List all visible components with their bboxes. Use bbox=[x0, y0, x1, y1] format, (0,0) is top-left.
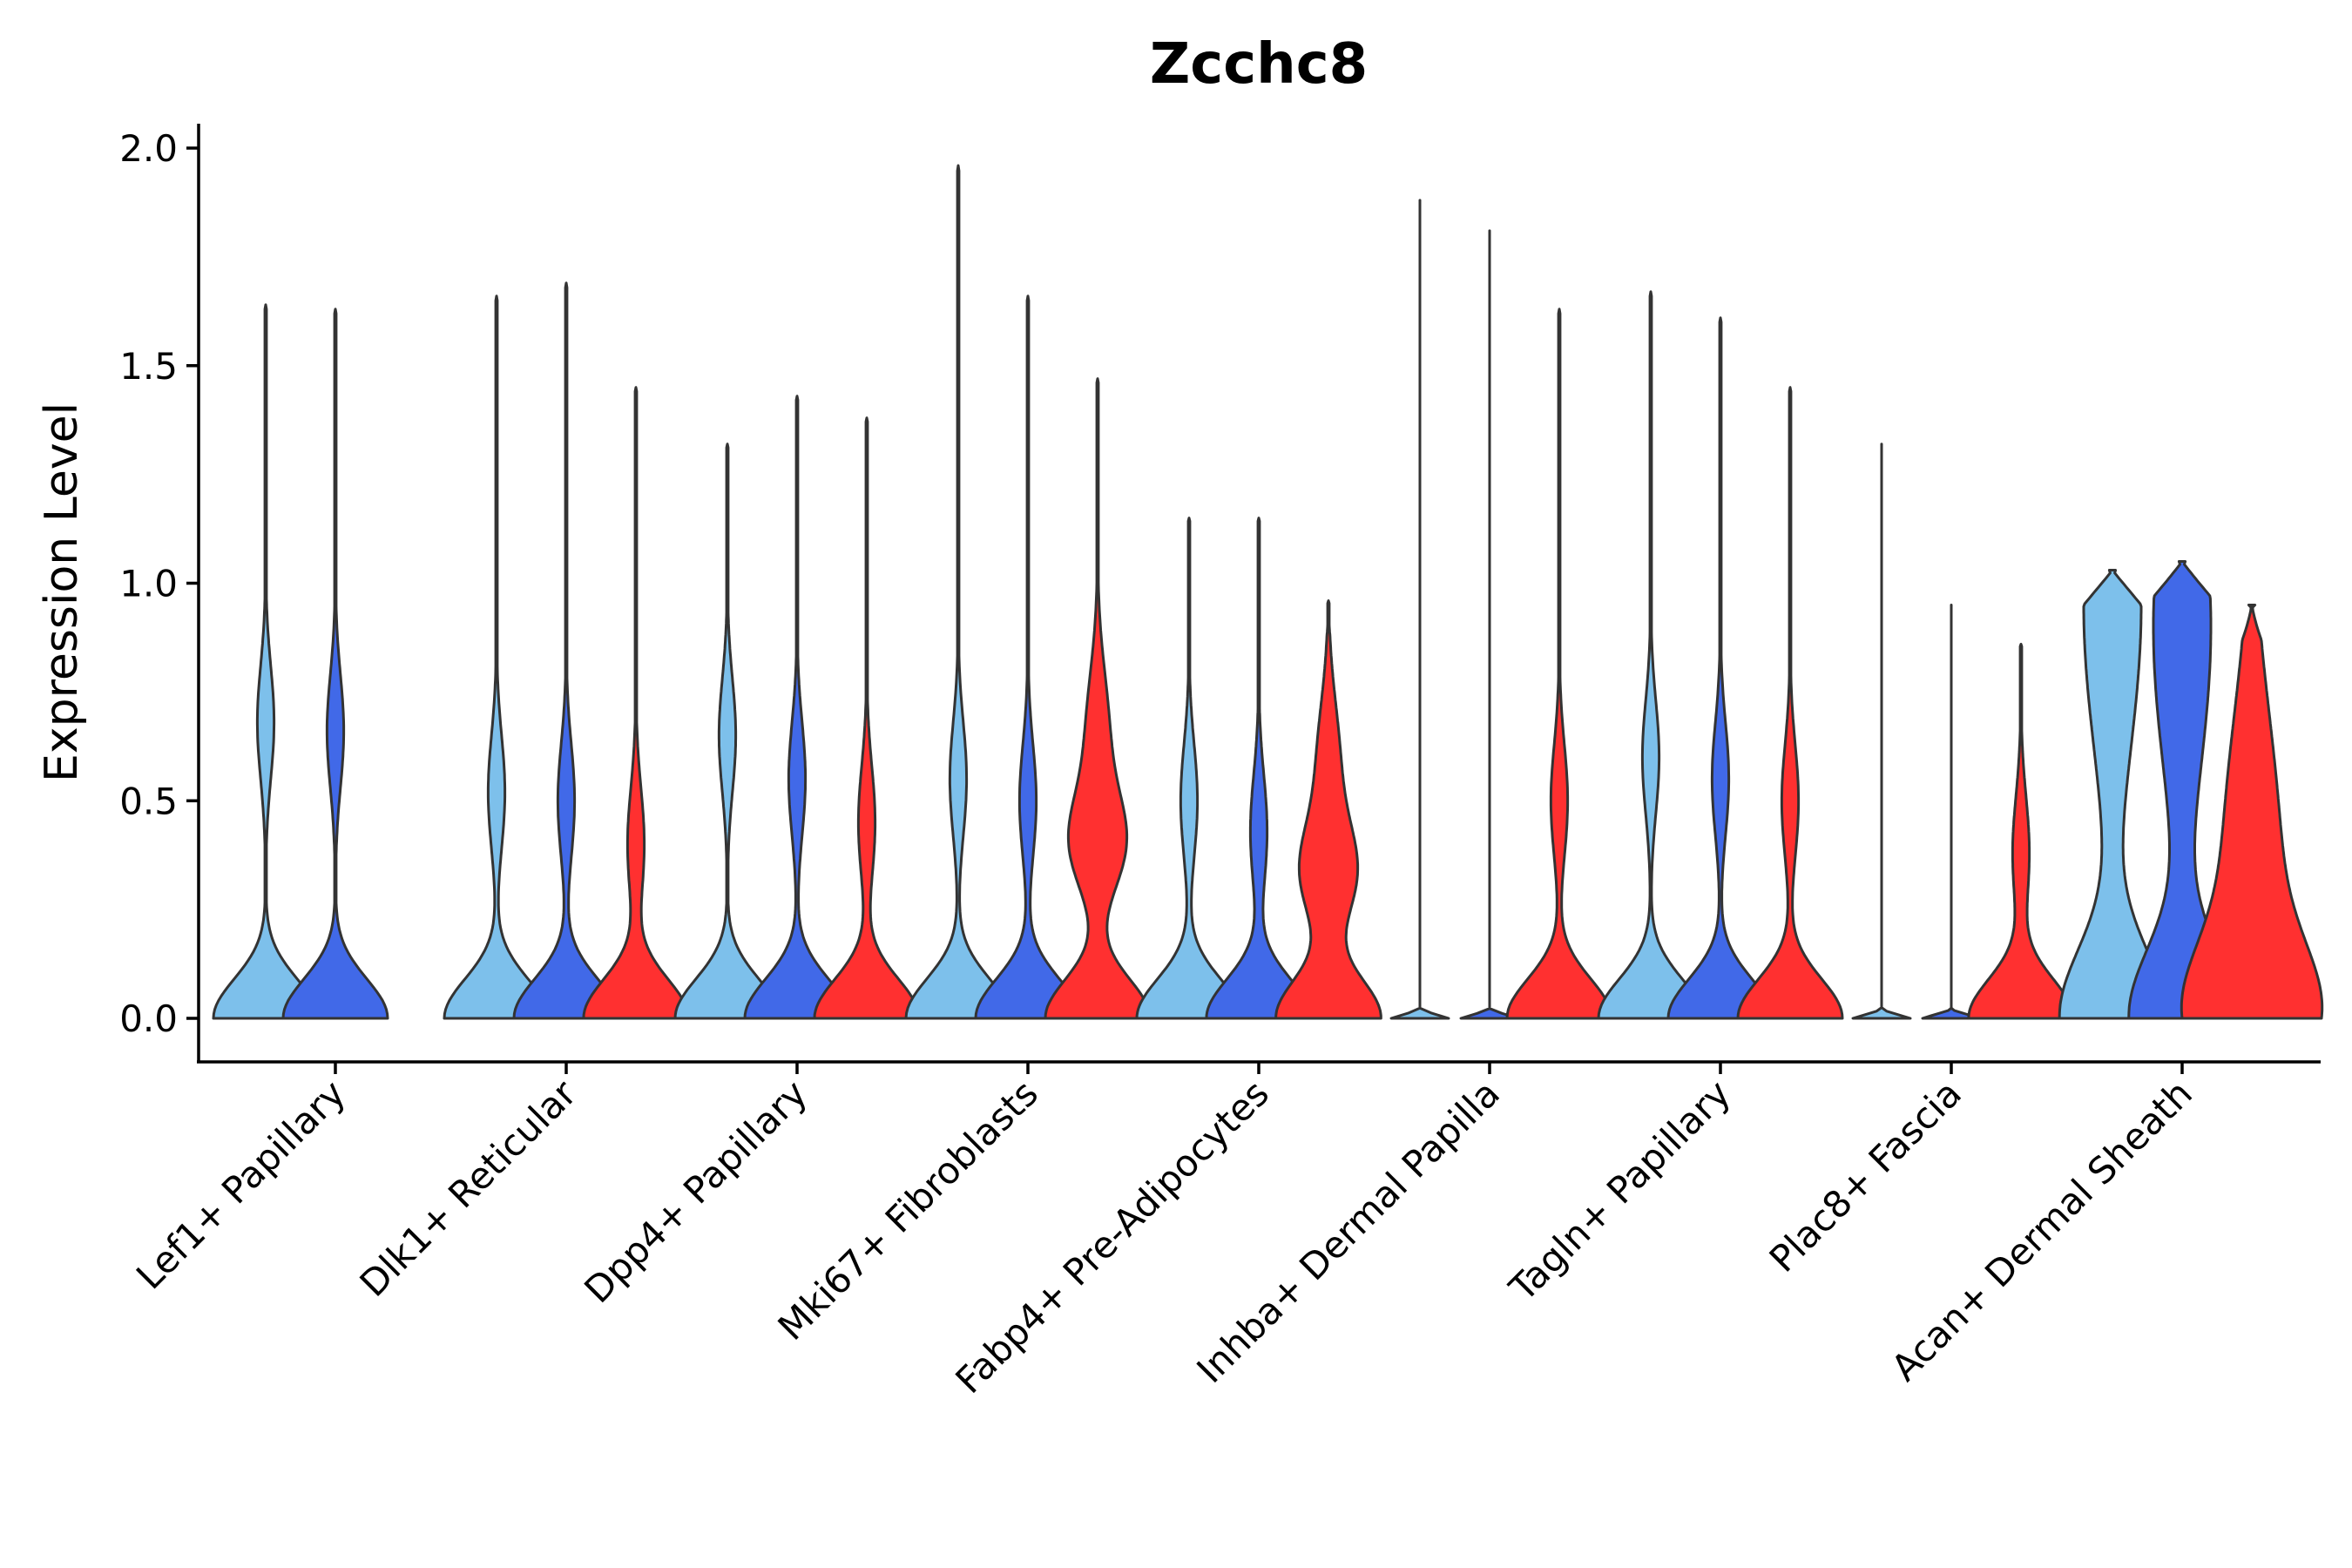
y-tick-label: 1.5 bbox=[119, 345, 178, 388]
violin-2 bbox=[1921, 604, 1982, 1020]
violin-1 bbox=[443, 294, 551, 1020]
violin-1 bbox=[1389, 199, 1450, 1020]
violin-3 bbox=[1044, 377, 1152, 1020]
violin-2 bbox=[512, 281, 620, 1020]
y-ticks: 0.0 0.5 1.0 1.5 2.0 bbox=[119, 127, 199, 1040]
violin-1 bbox=[1851, 443, 1912, 1020]
violin-1 bbox=[673, 443, 781, 1020]
violin-3 bbox=[1274, 599, 1382, 1020]
violin-2 bbox=[743, 395, 851, 1020]
violin-2 bbox=[1666, 316, 1774, 1020]
y-axis-label: Expression Level bbox=[36, 402, 88, 782]
violin-1 bbox=[1597, 290, 1705, 1020]
violin-3 bbox=[2180, 604, 2324, 1020]
violins bbox=[212, 164, 2324, 1020]
violin-2 bbox=[1205, 517, 1313, 1020]
x-tick-label: Dpp4+ Papillary bbox=[576, 1071, 815, 1311]
x-tick-label: Plac8+ Fascia bbox=[1761, 1071, 1970, 1280]
x-tick-label: Lef1+ Papillary bbox=[128, 1071, 354, 1297]
x-tick-label: Dlk1+ Reticular bbox=[352, 1071, 585, 1305]
violin-1 bbox=[2058, 569, 2167, 1020]
x-tick-label: Mki67+ Fibroblasts bbox=[770, 1071, 1046, 1348]
violin-3 bbox=[813, 416, 921, 1020]
y-tick-label: 0.0 bbox=[119, 997, 178, 1040]
violin-1 bbox=[904, 164, 1012, 1020]
violin-3 bbox=[1505, 308, 1613, 1020]
violin-1 bbox=[212, 303, 320, 1020]
violin-3 bbox=[1967, 642, 2075, 1020]
chart-title: Zcchc8 bbox=[1150, 32, 1368, 97]
y-tick-label: 1.0 bbox=[119, 563, 178, 605]
violin-2 bbox=[281, 308, 389, 1020]
violin-2 bbox=[2127, 560, 2237, 1020]
x-tick-label: Tagln+ Papillary bbox=[1501, 1071, 1739, 1309]
violin-2 bbox=[1459, 229, 1520, 1020]
violin-3 bbox=[1736, 386, 1844, 1020]
y-tick-label: 2.0 bbox=[119, 127, 178, 170]
y-tick-label: 0.5 bbox=[119, 780, 178, 822]
violin-3 bbox=[582, 386, 690, 1020]
violin-1 bbox=[1135, 517, 1243, 1020]
violin-2 bbox=[974, 294, 1082, 1020]
